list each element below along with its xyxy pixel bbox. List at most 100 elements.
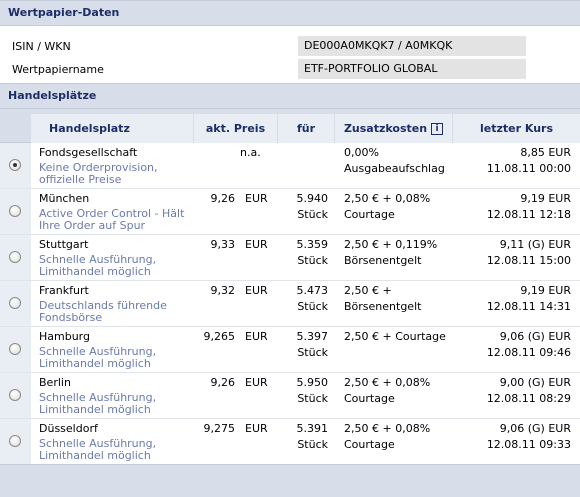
quantity-unit: Stück [297, 392, 328, 405]
quantity-unit: Stück [297, 300, 328, 313]
additional-costs: 2,50 € + [344, 284, 392, 297]
radio-cell [0, 235, 31, 280]
last-price-date: 12.08.11 15:00 [486, 254, 571, 267]
radio-cell [0, 373, 31, 418]
venue-name: München [39, 192, 90, 205]
venues-table-body: Fondsgesellschaft Keine Orderprovision, o… [0, 143, 580, 465]
security-name-label: Wertpapiername [12, 63, 104, 76]
current-price: 9,26 [210, 376, 236, 389]
price-currency: EUR [245, 376, 268, 389]
last-price-date: 12.08.11 09:33 [486, 438, 571, 451]
security-info: ISIN / WKN DE000A0MKQK7 / A0MKQK Wertpap… [0, 26, 580, 83]
table-row[interactable]: Frankfurt Deutschlands führende Fondsbörs… [0, 281, 580, 327]
venue-radio-button[interactable] [9, 159, 21, 171]
last-price-date: 11.08.11 00:00 [486, 162, 571, 175]
last-price: 9,06 (G) EUR [499, 422, 571, 435]
venue-description: Active Order Control - Hält Ihre Order a… [39, 207, 185, 232]
isin-value: DE000A0MKQK7 / A0MKQK [298, 36, 526, 56]
venue-radio-button[interactable] [9, 297, 21, 309]
quantity: 5.397 [296, 330, 329, 343]
costs-type: Börsenentgelt [344, 300, 422, 313]
table-row[interactable]: München Active Order Control - Hält Ihre … [0, 189, 580, 235]
last-price: 9,11 (G) EUR [499, 238, 571, 251]
radio-cell [0, 189, 31, 234]
security-data-header: Wertpapier-Daten [0, 0, 580, 26]
price-currency: EUR [245, 284, 268, 297]
venue-name: Berlin [39, 376, 71, 389]
table-row[interactable]: Stuttgart Schnelle Ausführung, Limithande… [0, 235, 580, 281]
col-last-price: letzter Kurs [453, 114, 580, 143]
last-price-date: 12.08.11 14:31 [486, 300, 571, 313]
costs-type: Courtage [344, 438, 395, 451]
info-icon[interactable]: i [431, 123, 444, 135]
table-row[interactable]: Hamburg Schnelle Ausführung, Limithandel … [0, 327, 580, 373]
venue-radio-button[interactable] [9, 389, 21, 401]
last-price: 9,19 EUR [520, 284, 571, 297]
venue-radio-button[interactable] [9, 205, 21, 217]
venue-name: Frankfurt [39, 284, 89, 297]
quantity-unit: Stück [297, 254, 328, 267]
quantity: 5.950 [296, 376, 329, 389]
quantity: 5.391 [296, 422, 329, 435]
venue-name: Stuttgart [39, 238, 89, 251]
venue-radio-button[interactable] [9, 251, 21, 263]
quantity: 5.940 [296, 192, 329, 205]
venues-table-header: Handelsplatz akt. Preis für Zusatzkosten… [0, 109, 580, 143]
current-price: 9,32 [210, 284, 236, 297]
price-currency: EUR [245, 192, 268, 205]
current-price: 9,33 [210, 238, 236, 251]
current-price: 9,275 [203, 422, 236, 435]
last-price: 9,06 (G) EUR [499, 330, 571, 343]
table-row[interactable]: Düsseldorf Schnelle Ausführung, Limithand… [0, 419, 580, 465]
price-currency: EUR [245, 422, 268, 435]
last-price-date: 12.08.11 12:18 [486, 208, 571, 221]
venue-description: Schnelle Ausführung, Limithandel möglich [39, 391, 157, 416]
additional-costs: 2,50 € + 0,08% [344, 422, 431, 435]
costs-type: Ausgabeaufschlag [344, 162, 445, 175]
col-price: akt. Preis [194, 114, 277, 143]
additional-costs: 2,50 € + Courtage [344, 330, 446, 343]
col-costs-label: Zusatzkosten [343, 122, 428, 135]
costs-type: Courtage [344, 392, 395, 405]
quantity-unit: Stück [297, 438, 328, 451]
venue-description: Schnelle Ausführung, Limithandel möglich [39, 437, 157, 462]
col-for: für [278, 114, 334, 143]
additional-costs: 0,00% [344, 146, 379, 159]
additional-costs: 2,50 € + 0,08% [344, 192, 431, 205]
quantity-unit: Stück [297, 346, 328, 359]
quantity: 5.359 [296, 238, 329, 251]
radio-cell [0, 143, 31, 188]
last-price: 9,19 EUR [520, 192, 571, 205]
venue-description: Deutschlands führende Fondsbörse [39, 299, 167, 324]
venue-name: Fondsgesellschaft [39, 146, 138, 159]
col-venue: Handelsplatz [31, 114, 193, 143]
price-not-available: n.a. [240, 146, 261, 159]
radio-cell [0, 281, 31, 326]
security-name-value: ETF-PORTFOLIO GLOBAL [298, 59, 526, 79]
last-price: 8,85 EUR [520, 146, 571, 159]
current-price: 9,26 [210, 192, 236, 205]
costs-type: Börsenentgelt [344, 254, 422, 267]
venue-radio-button[interactable] [9, 435, 21, 447]
quantity: 5.473 [296, 284, 329, 297]
additional-costs: 2,50 € + 0,08% [344, 376, 431, 389]
price-currency: EUR [245, 330, 268, 343]
table-row[interactable]: Fondsgesellschaft Keine Orderprovision, o… [0, 143, 580, 189]
radio-cell [0, 419, 31, 464]
radio-cell [0, 327, 31, 372]
isin-label: ISIN / WKN [12, 40, 71, 53]
venues-header: Handelsplätze [0, 83, 580, 109]
current-price: 9,265 [203, 330, 236, 343]
price-currency: EUR [245, 238, 268, 251]
additional-costs: 2,50 € + 0,119% [344, 238, 438, 251]
security-name-row: Wertpapiername ETF-PORTFOLIO GLOBAL [0, 59, 580, 81]
costs-type: Courtage [344, 208, 395, 221]
table-row[interactable]: Berlin Schnelle Ausführung, Limithandel m… [0, 373, 580, 419]
venue-description: Keine Orderprovision, offizielle Preise [39, 161, 158, 186]
venue-radio-button[interactable] [9, 343, 21, 355]
last-price: 9,00 (G) EUR [499, 376, 571, 389]
venue-name: Hamburg [39, 330, 90, 343]
last-price-date: 12.08.11 09:46 [486, 346, 571, 359]
venue-description: Schnelle Ausführung, Limithandel möglich [39, 253, 157, 278]
quantity-unit: Stück [297, 208, 328, 221]
